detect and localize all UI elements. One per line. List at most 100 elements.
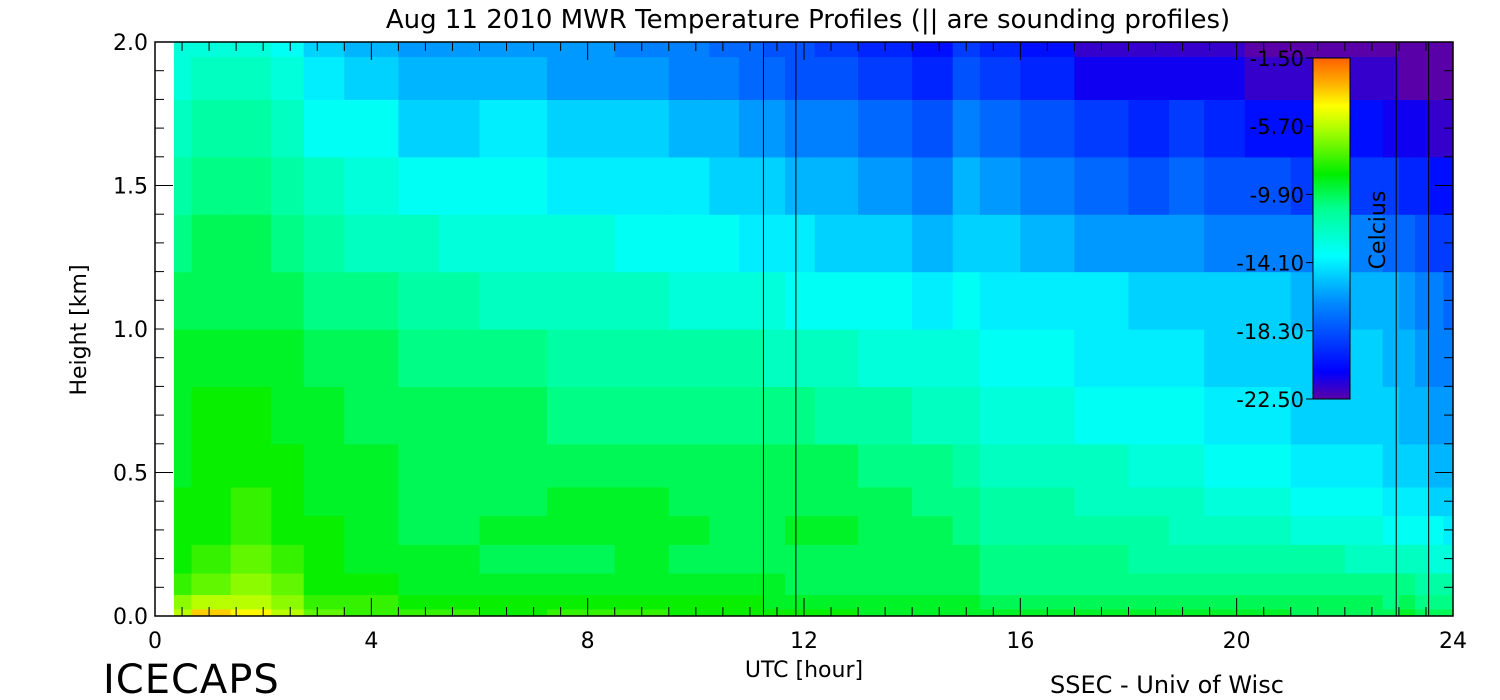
heatmap-cell	[614, 99, 670, 158]
colorbar-ticks: -1.50 -5.70 -9.90 -14.10 -18.30 -22.50	[1236, 47, 1313, 412]
heatmap-cell	[912, 544, 954, 574]
heatmap-cell	[1204, 99, 1246, 158]
heatmap-cell	[1398, 386, 1416, 445]
heatmap-cell	[979, 486, 1021, 517]
heatmap-cell	[1244, 608, 1292, 616]
heatmap-cell	[739, 42, 765, 57]
heatmap-cell	[303, 515, 345, 545]
heatmap-cell	[814, 156, 859, 215]
heatmap-cell	[739, 156, 765, 215]
heatmap-cell	[344, 486, 399, 517]
heatmap-cell	[1204, 386, 1246, 445]
heatmap-cell	[271, 608, 305, 616]
heatmap-cell	[398, 515, 440, 545]
heatmap-cell	[547, 443, 616, 488]
heatmap-cell	[1398, 594, 1416, 610]
heatmap-cell	[1244, 594, 1292, 610]
heatmap-cell	[1128, 99, 1170, 158]
heatmap-cell	[1290, 443, 1346, 488]
heatmap-cell	[785, 156, 816, 215]
heatmap-cell	[344, 443, 399, 488]
heatmap-cell	[438, 515, 481, 545]
heatmap-cell	[912, 608, 954, 616]
heatmap-cell	[173, 214, 193, 273]
heatmap-cell	[763, 486, 786, 517]
heatmap-cell	[1415, 214, 1431, 273]
heatmap-cell	[398, 329, 440, 387]
heatmap-cell	[438, 572, 481, 596]
heatmap-cell	[1344, 594, 1384, 610]
heatmap-cell	[303, 156, 345, 215]
heatmap-cell	[1344, 608, 1384, 616]
heatmap-cell	[1430, 594, 1445, 610]
heatmap-cell	[479, 594, 548, 610]
heatmap-cell	[479, 156, 548, 215]
heatmap-cell	[912, 42, 954, 57]
heatmap-cell	[1415, 42, 1431, 57]
heatmap-cell	[271, 486, 305, 517]
heatmap-cell	[668, 56, 710, 100]
heatmap-cell	[1244, 271, 1292, 330]
heatmap-cell	[344, 329, 399, 387]
heatmap-cell	[952, 329, 981, 387]
heatmap-cell	[785, 486, 816, 517]
heatmap-cell	[1244, 443, 1292, 488]
heatmap-cell	[739, 443, 765, 488]
heatmap-cell	[398, 99, 440, 158]
heatmap-cell	[191, 214, 232, 273]
heatmap-cell	[979, 515, 1021, 545]
heatmap-cell	[668, 42, 710, 57]
heatmap-cell	[1244, 42, 1292, 57]
heatmap-cell	[398, 214, 440, 273]
heatmap-cell	[1020, 486, 1076, 517]
heatmap-cell	[191, 544, 232, 574]
heatmap-cell	[814, 56, 859, 100]
heatmap-cell	[1398, 329, 1416, 387]
heatmap-cell	[547, 608, 616, 616]
heatmap-cell	[763, 42, 786, 57]
heatmap-cell	[858, 544, 913, 574]
heatmap-cell	[1443, 443, 1453, 488]
heatmap-cell	[614, 329, 670, 387]
heatmap-cell	[814, 486, 859, 517]
heatmap-cell	[858, 56, 913, 100]
heatmap-cell	[614, 594, 670, 610]
colorbar-tick-label: -22.50	[1236, 388, 1304, 412]
heatmap-cell	[1415, 271, 1431, 330]
heatmap-cell	[230, 271, 272, 330]
heatmap-cell	[1169, 608, 1205, 616]
heatmap-cell	[1204, 329, 1246, 387]
heatmap-cell	[438, 594, 481, 610]
heatmap-cell	[1344, 515, 1384, 545]
heatmap-cell	[979, 56, 1021, 100]
heatmap-cell	[1074, 99, 1130, 158]
heatmap-cell	[763, 544, 786, 574]
heatmap-cell	[1020, 544, 1076, 574]
heatmap-cell	[912, 443, 954, 488]
heatmap-cell	[1244, 386, 1292, 445]
heatmap-cell	[952, 594, 981, 610]
heatmap-cell	[709, 42, 740, 57]
heatmap-cell	[1128, 515, 1170, 545]
heatmap-cell	[979, 42, 1021, 57]
heatmap-cell	[912, 386, 954, 445]
heatmap-cell	[230, 386, 272, 445]
heatmap-cell	[1415, 594, 1431, 610]
heatmap-cell	[785, 386, 816, 445]
heatmap-cell	[344, 386, 399, 445]
heatmap-cell	[479, 608, 548, 616]
heatmap-cell	[344, 572, 399, 596]
heatmap-cell	[1344, 572, 1384, 596]
heatmap-cell	[1415, 329, 1431, 387]
heatmap-cell	[814, 608, 859, 616]
heatmap-cell	[763, 594, 786, 610]
heatmap-cell	[547, 56, 616, 100]
heatmap-cell	[547, 271, 616, 330]
heatmap-cell	[230, 214, 272, 273]
heatmap-cell	[303, 594, 345, 610]
heatmap-cell	[344, 99, 399, 158]
heatmap-cell	[1430, 608, 1445, 616]
heatmap-cell	[952, 515, 981, 545]
heatmap-cell	[912, 99, 954, 158]
